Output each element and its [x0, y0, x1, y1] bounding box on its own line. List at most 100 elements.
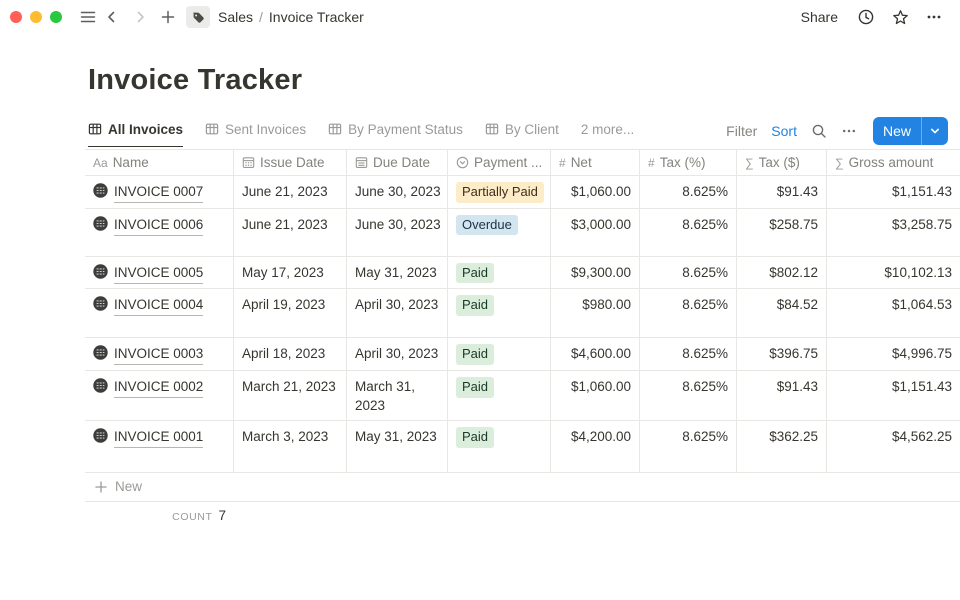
column-header-tax[interactable]: # Tax (%) [640, 150, 737, 175]
cell-payment-status[interactable]: Paid [448, 338, 551, 370]
cell-tax-dollars[interactable]: $802.12 [737, 256, 827, 289]
search-icon[interactable] [811, 123, 827, 139]
invoice-link[interactable]: INVOICE 0005 [114, 263, 204, 284]
share-button[interactable]: Share [800, 9, 838, 25]
cell-name[interactable]: INVOICE 0003 [85, 338, 234, 370]
cell-payment-status[interactable]: Paid [448, 289, 551, 338]
column-header-gross-amount[interactable]: ∑ Gross amount [827, 150, 960, 175]
forward-icon[interactable] [128, 5, 152, 29]
cell-gross-amount[interactable]: $1,151.43 [891, 378, 952, 394]
cell-gross-amount[interactable]: $3,258.75 [891, 216, 952, 232]
cell-gross-amount[interactable]: $4,562.25 [891, 428, 952, 444]
tag-icon[interactable] [186, 6, 210, 28]
invoice-link[interactable]: INVOICE 0004 [114, 295, 204, 317]
tab-by-client[interactable]: By Client [485, 122, 559, 147]
cell-payment-status[interactable]: Paid [448, 370, 551, 420]
invoice-link[interactable]: INVOICE 0003 [114, 344, 204, 366]
breadcrumb-current[interactable]: Invoice Tracker [268, 9, 364, 25]
tab-all-invoices[interactable]: All Invoices [88, 122, 184, 147]
cell-due-date[interactable]: June 30, 2023 [347, 176, 448, 208]
column-header-payment[interactable]: Payment ... [448, 150, 551, 175]
new-button-label[interactable]: New [882, 122, 911, 139]
cell-payment-status[interactable]: Paid [448, 256, 551, 289]
cell-due-date[interactable]: April 30, 2023 [347, 338, 448, 370]
cell-tax-percent[interactable]: 8.625% [640, 370, 737, 420]
minimize-button[interactable] [30, 11, 42, 23]
cell-gross-amount[interactable]: $10,102.13 [884, 264, 952, 280]
invoice-link[interactable]: INVOICE 0001 [114, 427, 204, 448]
back-icon[interactable] [100, 5, 124, 29]
cell-tax-percent[interactable]: 8.625% [640, 420, 737, 472]
column-header-tax[interactable]: ∑ Tax ($) [737, 150, 827, 175]
cell-due-date[interactable]: April 30, 2023 [347, 289, 448, 338]
invoice-link[interactable]: INVOICE 0007 [114, 182, 204, 204]
add-row-button[interactable]: New [85, 473, 960, 502]
tabs-more[interactable]: 2 more... [580, 122, 635, 137]
cell-tax-dollars[interactable]: $91.43 [737, 370, 827, 420]
column-header-net[interactable]: # Net [551, 150, 640, 175]
cell-issue-date[interactable]: April 18, 2023 [234, 338, 347, 370]
cell-issue-date[interactable]: June 21, 2023 [234, 208, 347, 256]
cell-due-date[interactable]: May 31, 2023 [347, 420, 448, 472]
menu-icon[interactable] [76, 5, 100, 29]
column-header-name[interactable]: Aa Name [85, 150, 234, 175]
cell-net[interactable]: $980.00 [551, 289, 640, 338]
cell-tax-dollars[interactable]: $91.43 [737, 176, 827, 208]
cell-gross-amount[interactable]: $4,996.75 [891, 346, 952, 362]
cell-tax-dollars[interactable]: $362.25 [737, 420, 827, 472]
cell-payment-status[interactable]: Paid [448, 420, 551, 472]
new-button[interactable]: New [872, 116, 948, 145]
cell-tax-percent[interactable]: 8.625% [640, 176, 737, 208]
cell-issue-date[interactable]: June 21, 2023 [234, 176, 347, 208]
cell-issue-date[interactable]: April 19, 2023 [234, 289, 347, 338]
cell-net[interactable]: $3,000.00 [551, 208, 640, 256]
cell-issue-date[interactable]: March 3, 2023 [234, 420, 347, 472]
cell-net[interactable]: $1,060.00 [551, 370, 640, 420]
cell-name[interactable]: INVOICE 0005 [85, 256, 234, 289]
column-header-due-date[interactable]: Due Date [347, 150, 448, 175]
new-caret-icon[interactable] [921, 116, 948, 145]
zoom-button[interactable] [50, 11, 62, 23]
cell-net[interactable]: $1,060.00 [551, 176, 640, 208]
cell-tax-percent[interactable]: 8.625% [640, 338, 737, 370]
cell-issue-date[interactable]: May 17, 2023 [234, 256, 347, 289]
cell-name[interactable]: INVOICE 0001 [85, 420, 234, 472]
cell-gross-amount[interactable]: $1,151.43 [891, 184, 952, 199]
cell-name[interactable]: INVOICE 0002 [85, 370, 234, 420]
invoice-link[interactable]: INVOICE 0002 [114, 377, 204, 398]
cell-tax-dollars[interactable]: $84.52 [737, 289, 827, 338]
ellipsis-icon[interactable] [922, 5, 946, 29]
clock-icon[interactable] [854, 5, 878, 29]
cell-payment-status[interactable]: Overdue [448, 208, 551, 256]
tab-sent-invoices[interactable]: Sent Invoices [205, 122, 306, 147]
filter-button[interactable]: Filter [726, 122, 758, 139]
cell-tax-percent[interactable]: 8.625% [640, 289, 737, 338]
page-title[interactable]: Invoice Tracker [88, 64, 303, 96]
cell-name[interactable]: INVOICE 0007 [85, 176, 234, 208]
close-button[interactable] [10, 11, 22, 23]
cell-gross-amount[interactable]: $1,064.53 [891, 297, 952, 313]
cell-net[interactable]: $4,600.00 [551, 338, 640, 370]
breadcrumb-parent[interactable]: Sales [218, 9, 254, 25]
cell-tax-dollars[interactable]: $258.75 [737, 208, 827, 256]
star-icon[interactable] [888, 5, 912, 29]
cell-net[interactable]: $4,200.00 [551, 420, 640, 472]
view-options-ellipsis-icon[interactable] [841, 123, 857, 139]
cell-net[interactable]: $9,300.00 [551, 256, 640, 289]
cell-due-date[interactable]: May 31, 2023 [347, 256, 448, 289]
cell-tax-percent[interactable]: 8.625% [640, 208, 737, 256]
cell-due-date[interactable]: March 31, 2023 [347, 370, 448, 420]
cell-tax-dollars[interactable]: $396.75 [737, 338, 827, 370]
tab-by-payment-status[interactable]: By Payment Status [328, 122, 463, 147]
cell-name[interactable]: INVOICE 0006 [85, 208, 234, 256]
count-calculation[interactable]: COUNT 7 [85, 502, 234, 523]
cell-issue-date[interactable]: March 21, 2023 [234, 370, 347, 420]
column-header-issue-date[interactable]: Issue Date [234, 150, 347, 175]
cell-tax-percent[interactable]: 8.625% [640, 256, 737, 289]
cell-name[interactable]: INVOICE 0004 [85, 289, 234, 338]
cell-payment-status[interactable]: Partially Paid [448, 176, 551, 208]
invoice-link[interactable]: INVOICE 0006 [114, 215, 204, 236]
cell-due-date[interactable]: June 30, 2023 [347, 208, 448, 256]
sort-button[interactable]: Sort [771, 122, 797, 139]
plus-icon[interactable] [156, 5, 180, 29]
